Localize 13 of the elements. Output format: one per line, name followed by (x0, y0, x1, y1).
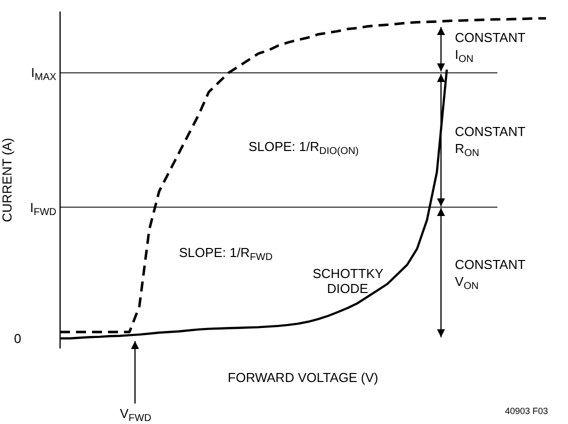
series-label: SCHOTTKY DIODE (312, 266, 384, 296)
x-axis-title: FORWARD VOLTAGE (V) (228, 370, 378, 385)
annotation: CONSTANT V$_{ON}$ (454, 256, 526, 292)
text: 40903 F03 (505, 405, 548, 418)
y-axis-title: CURRENT (A) (0, 138, 14, 222)
annotation: CONSTANT R$_{ON}$ (454, 123, 526, 159)
annotation: CONSTANT I$_{ON}$ (454, 28, 526, 65)
ref-line-label: I$_{MAX}$ (31, 65, 56, 84)
text: 0 (14, 330, 22, 346)
annotation: SLOPE: 1/R$_{FWD}$ (179, 244, 273, 262)
annotation: SLOPE: 1/R$_{DIO(ON)}$ (248, 138, 359, 157)
text: V$_{FWD}$ (120, 406, 152, 424)
ref-line-label: I$_{FWD}$ (30, 200, 56, 218)
